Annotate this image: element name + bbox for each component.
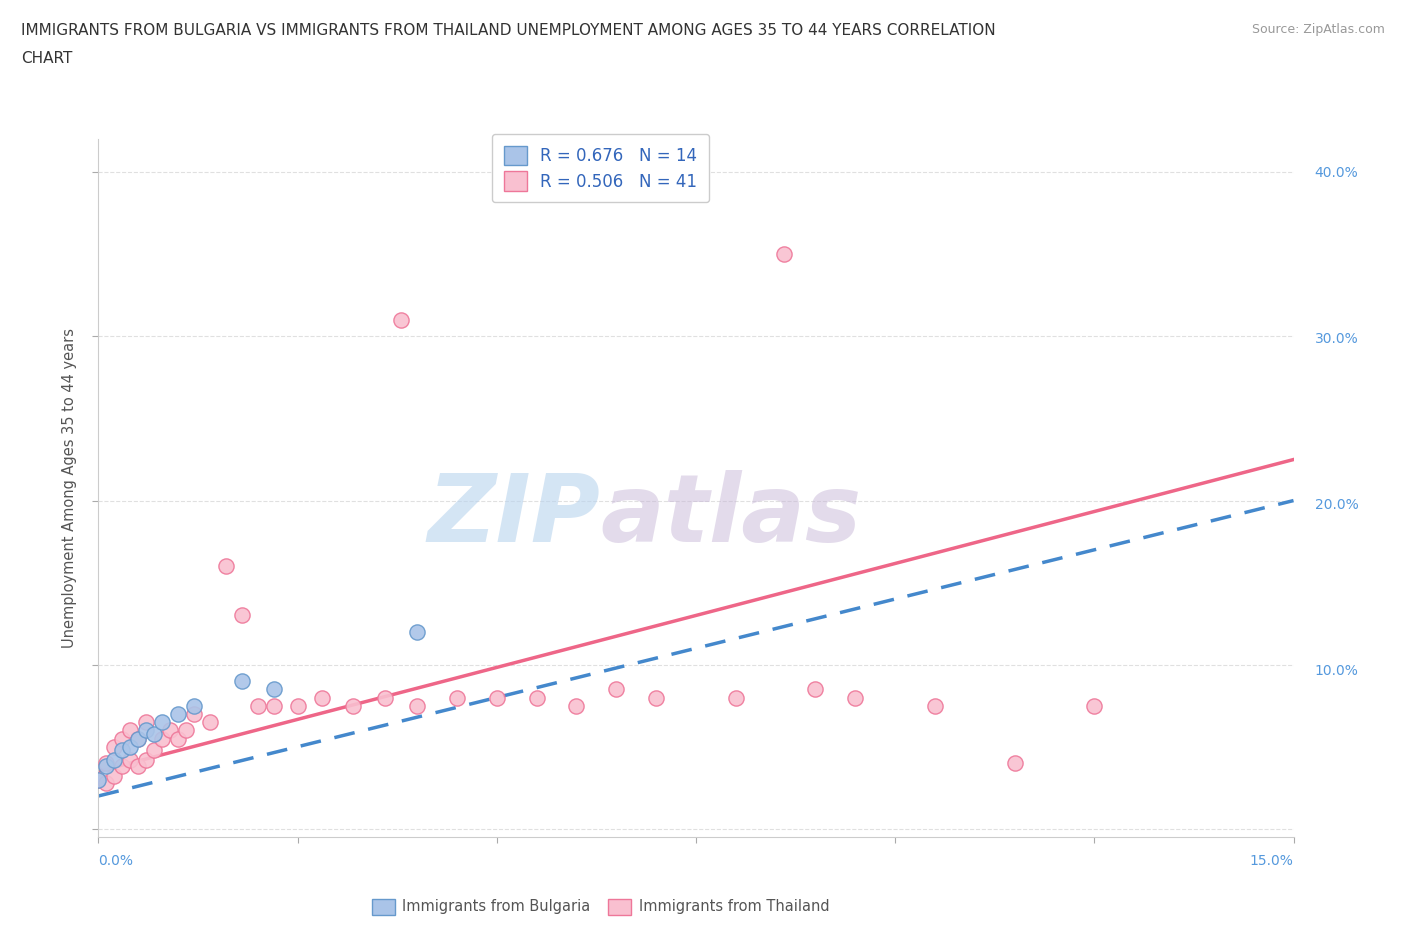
Point (150, 731, 173, 746)
Point (374, 690, 396, 705)
Point (96, 756, 118, 771)
Point (127, 731, 149, 746)
Point (231, 673, 253, 688)
Point (159, 723, 181, 737)
Point (87, 772, 110, 787)
Point (143, 742, 166, 757)
Text: IMMIGRANTS FROM BULGARIA VS IMMIGRANTS FROM THAILAND UNEMPLOYMENT AMONG AGES 35 : IMMIGRANTS FROM BULGARIA VS IMMIGRANTS F… (21, 23, 995, 38)
Point (167, 707, 190, 722)
Point (263, 698, 285, 713)
Point (924, 698, 946, 713)
Point (724, 690, 747, 705)
Point (526, 690, 548, 705)
Point (120, 723, 142, 737)
Point (103, 739, 125, 754)
Point (215, 559, 238, 574)
Point (135, 723, 157, 737)
Point (446, 690, 468, 705)
Point (183, 698, 205, 713)
Point (287, 698, 309, 713)
Point (198, 714, 221, 729)
Y-axis label: Unemployment Among Ages 35 to 44 years: Unemployment Among Ages 35 to 44 years (62, 328, 77, 648)
Point (1083, 698, 1105, 713)
Point (246, 698, 269, 713)
Text: ZIP: ZIP (427, 471, 600, 562)
Text: 20.0%: 20.0% (1315, 498, 1358, 512)
Point (485, 690, 508, 705)
Text: CHART: CHART (21, 51, 73, 66)
Point (389, 312, 412, 327)
Point (87, 772, 110, 787)
Point (127, 759, 149, 774)
Text: atlas: atlas (600, 471, 862, 562)
Point (406, 624, 429, 639)
Point (96, 759, 118, 774)
Point (772, 247, 794, 262)
Point (804, 682, 827, 697)
Point (311, 690, 333, 705)
Text: 10.0%: 10.0% (1315, 664, 1358, 678)
Point (1004, 756, 1026, 771)
Point (103, 752, 125, 767)
Point (111, 731, 134, 746)
Point (174, 723, 197, 737)
Legend: Immigrants from Bulgaria, Immigrants from Thailand: Immigrants from Bulgaria, Immigrants fro… (366, 893, 835, 921)
Point (135, 752, 157, 767)
Point (96, 776, 118, 790)
Point (143, 726, 166, 741)
Point (406, 698, 429, 713)
Point (135, 714, 157, 729)
Point (183, 707, 205, 722)
Point (645, 690, 668, 705)
Point (111, 759, 134, 774)
Point (605, 682, 627, 697)
Point (150, 714, 173, 729)
Point (263, 682, 285, 697)
Point (120, 739, 142, 754)
Point (167, 731, 190, 746)
Text: 40.0%: 40.0% (1315, 166, 1358, 179)
Point (111, 742, 134, 757)
Text: 0.0%: 0.0% (98, 855, 134, 869)
Text: 30.0%: 30.0% (1315, 332, 1358, 346)
Point (120, 752, 142, 767)
Text: 15.0%: 15.0% (1250, 855, 1294, 869)
Text: Source: ZipAtlas.com: Source: ZipAtlas.com (1251, 23, 1385, 36)
Point (127, 731, 149, 746)
Point (844, 690, 866, 705)
Point (565, 698, 588, 713)
Point (342, 698, 364, 713)
Point (231, 608, 253, 623)
Point (103, 769, 125, 784)
